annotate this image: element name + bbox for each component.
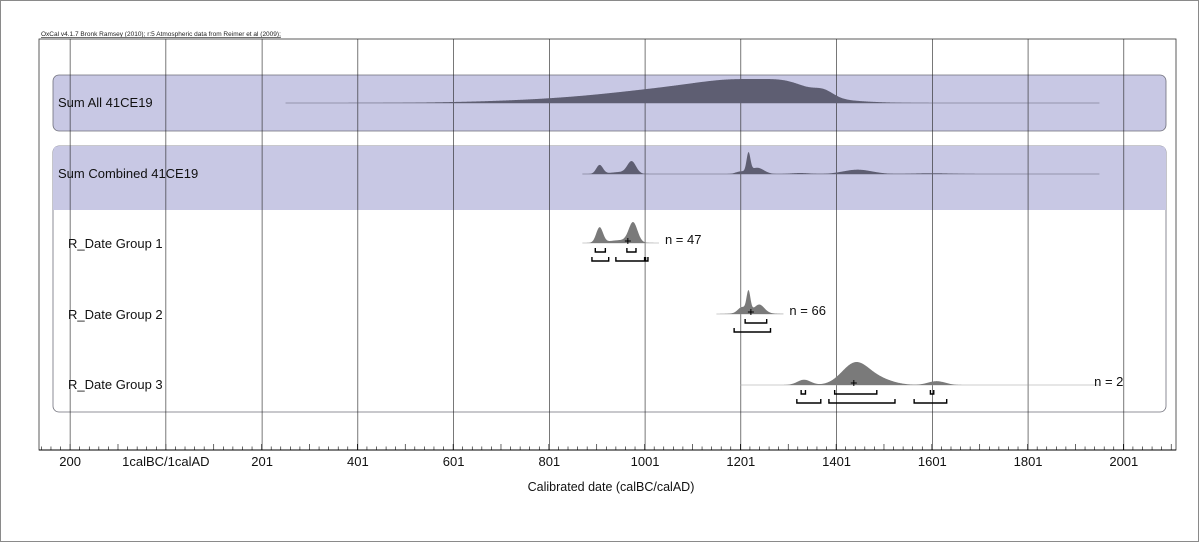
tick-label-10: 1801 — [1014, 454, 1043, 469]
hpd68-range-4-1 — [744, 319, 768, 324]
hpd95-range-5-2 — [828, 399, 896, 404]
tick-label-6: 1001 — [631, 454, 660, 469]
series-3: R_Date Group 1 n = 47 — [68, 222, 702, 262]
tick-label-0: 200 — [59, 454, 81, 469]
n-label-4: n = 66 — [789, 303, 826, 318]
series-4: R_Date Group 2 n = 66 — [68, 290, 826, 333]
density-curve-4 — [716, 290, 784, 314]
panel-sum-combined — [53, 146, 1166, 210]
density-curve-3 — [582, 222, 659, 243]
series-layer: Sum All 41CE19 Sum Combined 41CE19 R_Date … — [58, 79, 1123, 404]
n-label-3: n = 47 — [665, 232, 702, 247]
hpd95-range-5-3 — [913, 399, 948, 404]
tick-label-5: 801 — [538, 454, 560, 469]
hpd68-range-5-1 — [800, 390, 807, 395]
x-axis-label: Calibrated date (calBC/calAD) — [528, 480, 695, 494]
hpd68-range-3-2 — [626, 248, 637, 253]
tick-label-1: 1calBC/1calAD — [122, 454, 209, 469]
series-2: Sum Combined 41CE19 — [58, 152, 1100, 181]
hpd68-range-5-3 — [929, 390, 935, 395]
hpd95-range-3-2 — [615, 257, 646, 262]
n-label-5: n = 2 — [1094, 374, 1123, 389]
tick-label-2: 201 — [251, 454, 273, 469]
series-label-4: R_Date Group 2 — [68, 307, 163, 322]
density-curve-2 — [582, 152, 1100, 174]
series-label-1: Sum All 41CE19 — [58, 95, 153, 110]
x-axis: 200 1calBC/1calAD 201 401 601 801 1001 1201 1401… — [39, 444, 1176, 469]
tick-label-9: 1601 — [918, 454, 947, 469]
group-panels — [52, 74, 1167, 413]
hpd95-range-5-1 — [796, 399, 822, 404]
density-curve-1 — [285, 79, 1100, 103]
tick-label-8: 1401 — [822, 454, 851, 469]
hpd68-range-3-1 — [594, 248, 607, 253]
tick-label-4: 601 — [443, 454, 465, 469]
series-5: R_Date Group 3 n = 2 — [68, 362, 1123, 404]
tick-label-3: 401 — [347, 454, 369, 469]
hpd68-range-5-2 — [833, 390, 878, 395]
series-label-5: R_Date Group 3 — [68, 377, 163, 392]
hpd95-range-4-1 — [733, 328, 772, 333]
series-label-2: Sum Combined 41CE19 — [58, 166, 198, 181]
series-label-3: R_Date Group 1 — [68, 236, 163, 251]
tick-label-11: 2001 — [1109, 454, 1138, 469]
tick-label-7: 1201 — [726, 454, 755, 469]
hpd95-range-3-1 — [591, 257, 610, 262]
series-1: Sum All 41CE19 — [58, 79, 1100, 110]
software-header: OxCal v4.1.7 Bronk Ramsey (2010); r:5 At… — [41, 31, 281, 38]
hpd95-range-3-3 — [644, 257, 649, 262]
